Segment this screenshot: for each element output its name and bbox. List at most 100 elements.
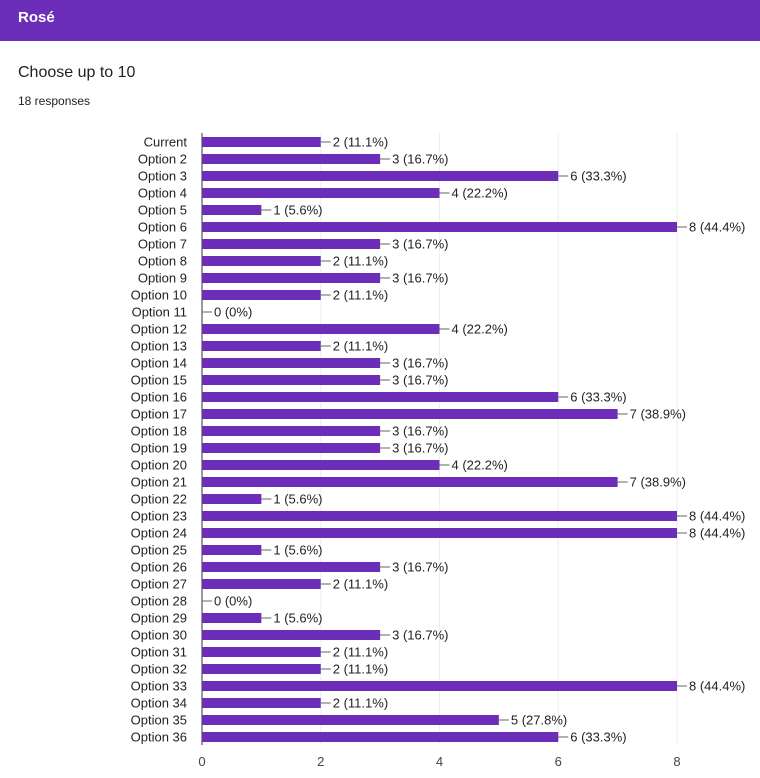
x-tick-label: 6 xyxy=(555,754,562,769)
data-label: 2 (11.1%) xyxy=(333,662,388,677)
bar xyxy=(202,341,321,351)
bar xyxy=(202,188,440,198)
category-label: Option 7 xyxy=(138,237,187,252)
bar xyxy=(202,205,262,215)
bar xyxy=(202,511,677,521)
category-label: Option 4 xyxy=(138,186,187,201)
data-label: 4 (22.2%) xyxy=(452,186,508,201)
data-label: 1 (5.6%) xyxy=(273,611,322,626)
bar xyxy=(202,324,440,334)
data-label: 1 (5.6%) xyxy=(273,203,322,218)
bar xyxy=(202,256,321,266)
data-label: 2 (11.1%) xyxy=(333,135,388,150)
bar xyxy=(202,137,321,147)
category-label: Option 14 xyxy=(131,356,187,371)
data-label: 6 (33.3%) xyxy=(570,730,626,745)
data-label: 8 (44.4%) xyxy=(689,679,745,694)
bar xyxy=(202,698,321,708)
x-tick-label: 8 xyxy=(673,754,680,769)
response-count: 18 responses xyxy=(18,94,91,108)
bar xyxy=(202,375,381,385)
category-label: Option 15 xyxy=(131,373,187,388)
data-label: 3 (16.7%) xyxy=(392,628,448,643)
bar xyxy=(202,273,381,283)
category-label: Option 8 xyxy=(138,254,187,269)
category-label: Option 34 xyxy=(131,696,187,711)
bar xyxy=(202,171,559,181)
data-label: 0 (0%) xyxy=(214,594,252,609)
data-label: 3 (16.7%) xyxy=(392,560,448,575)
category-label: Option 11 xyxy=(132,305,187,320)
category-label: Option 33 xyxy=(131,679,187,694)
category-label: Option 29 xyxy=(131,611,187,626)
bar xyxy=(202,222,677,232)
form-title: Rosé xyxy=(18,9,55,26)
category-label: Option 13 xyxy=(131,339,187,354)
data-label: 2 (11.1%) xyxy=(333,339,388,354)
category-label: Option 32 xyxy=(131,662,187,677)
bar xyxy=(202,715,499,725)
data-label: 6 (33.3%) xyxy=(570,390,626,405)
bar xyxy=(202,545,262,555)
category-label: Option 17 xyxy=(131,407,187,422)
category-label: Option 19 xyxy=(131,441,187,456)
data-label: 5 (27.8%) xyxy=(511,713,567,728)
bar xyxy=(202,647,321,657)
data-label: 6 (33.3%) xyxy=(570,169,626,184)
data-label: 8 (44.4%) xyxy=(689,509,745,524)
category-label: Option 26 xyxy=(131,560,187,575)
bar xyxy=(202,409,618,419)
x-tick-label: 4 xyxy=(436,754,443,769)
data-label: 2 (11.1%) xyxy=(333,254,388,269)
data-label: 2 (11.1%) xyxy=(333,288,388,303)
x-tick-label: 2 xyxy=(317,754,324,769)
category-label: Option 16 xyxy=(131,390,187,405)
data-label: 3 (16.7%) xyxy=(392,152,448,167)
category-label: Option 25 xyxy=(131,543,187,558)
data-label: 2 (11.1%) xyxy=(333,696,388,711)
bar xyxy=(202,426,381,436)
data-label: 8 (44.4%) xyxy=(689,526,745,541)
data-label: 3 (16.7%) xyxy=(392,271,448,286)
data-label: 4 (22.2%) xyxy=(452,322,508,337)
category-label: Option 3 xyxy=(138,169,187,184)
bar xyxy=(202,681,677,691)
category-label: Option 21 xyxy=(131,475,187,490)
bar xyxy=(202,154,381,164)
bar xyxy=(202,630,381,640)
data-label: 2 (11.1%) xyxy=(333,645,388,660)
data-label: 8 (44.4%) xyxy=(689,220,745,235)
category-label: Option 5 xyxy=(138,203,187,218)
bar xyxy=(202,562,381,572)
bar xyxy=(202,613,262,623)
data-label: 2 (11.1%) xyxy=(333,577,388,592)
category-label: Option 2 xyxy=(138,152,187,167)
category-label: Option 20 xyxy=(131,458,187,473)
data-label: 7 (38.9%) xyxy=(630,475,686,490)
category-label: Option 27 xyxy=(131,577,187,592)
bar xyxy=(202,290,321,300)
bar xyxy=(202,358,381,368)
category-label: Option 22 xyxy=(131,492,187,507)
category-label: Option 9 xyxy=(138,271,187,286)
category-label: Option 18 xyxy=(131,424,187,439)
category-label: Option 28 xyxy=(131,594,187,609)
data-label: 3 (16.7%) xyxy=(392,356,448,371)
category-label: Option 10 xyxy=(131,288,187,303)
bar xyxy=(202,443,381,453)
bar xyxy=(202,239,381,249)
data-label: 3 (16.7%) xyxy=(392,237,448,252)
data-label: 1 (5.6%) xyxy=(273,543,322,558)
bar xyxy=(202,460,440,470)
category-label: Option 31 xyxy=(131,645,187,660)
data-label: 4 (22.2%) xyxy=(452,458,508,473)
data-label: 0 (0%) xyxy=(214,305,252,320)
data-label: 3 (16.7%) xyxy=(392,424,448,439)
question-title: Choose up to 10 xyxy=(18,64,136,81)
data-label: 3 (16.7%) xyxy=(392,441,448,456)
category-label: Current xyxy=(144,135,188,150)
data-label: 1 (5.6%) xyxy=(273,492,322,507)
category-label: Option 12 xyxy=(131,322,187,337)
category-label: Option 35 xyxy=(131,713,187,728)
